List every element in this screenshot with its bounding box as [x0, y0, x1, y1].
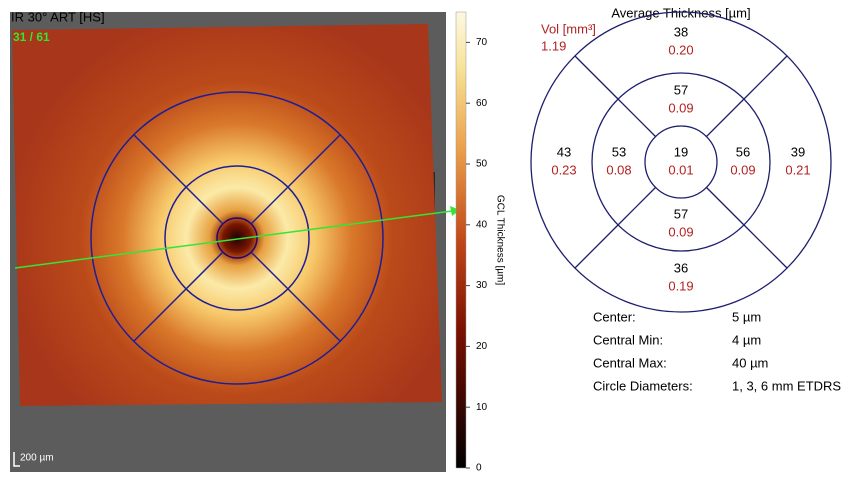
image-title: IR 30° ART [HS]: [11, 9, 105, 24]
sector-thickness: 43: [557, 144, 571, 159]
stat-value: 4 µm: [732, 332, 761, 347]
stat-value: 5 µm: [732, 309, 761, 324]
sector-thickness: 38: [674, 24, 688, 39]
sector-thickness: 56: [736, 144, 750, 159]
sector-thickness: 53: [612, 144, 626, 159]
stat-label: Central Min:: [593, 332, 663, 347]
volume-label: Vol [mm³]: [541, 21, 596, 36]
colorbar-tick-label: 30: [476, 280, 488, 291]
colorbar-tick-label: 70: [476, 37, 488, 48]
colorbar: [456, 12, 466, 468]
total-volume: 1.19: [541, 38, 566, 53]
colorbar-tick-label: 40: [476, 219, 488, 230]
stat-label: Circle Diameters:: [593, 378, 693, 393]
sector-volume: 0.09: [730, 162, 755, 177]
sector-volume: 0.09: [668, 100, 693, 115]
heatmap: [12, 24, 442, 406]
scale-bar-label: 200 µm: [20, 453, 54, 464]
sector-volume: 0.08: [606, 162, 631, 177]
colorbar-ticks: 0 10 20 30 40 50 60 70: [466, 37, 488, 473]
sector-thickness: 19: [674, 144, 688, 159]
colorbar-tick-label: 50: [476, 159, 488, 170]
stat-value: 40 µm: [732, 355, 768, 370]
statistics: Center: 5 µm Central Min: 4 µm Central Max: 4…: [593, 309, 841, 393]
sector-volume: 0.23: [551, 162, 576, 177]
colorbar-label: GCL Thickness [µm]: [494, 195, 505, 285]
stat-value: 1, 3, 6 mm ETDRS: [732, 378, 841, 393]
stat-label: Center:: [593, 309, 636, 324]
colorbar-tick-label: 10: [476, 402, 488, 413]
grid-title: Average Thickness [µm]: [611, 5, 750, 20]
sector-thickness: 57: [674, 82, 688, 97]
page: IR 30° ART [HS] 31 / 61 200 µm GCL Thick…: [0, 0, 868, 473]
stat-label: Central Max:: [593, 355, 667, 370]
sector-volume: 0.20: [668, 42, 693, 57]
sector-thickness: 57: [674, 206, 688, 221]
sector-thickness: 36: [674, 260, 688, 275]
frame-counter: 31 / 61: [13, 30, 50, 44]
sector-thickness: 39: [791, 144, 805, 159]
sector-volume: 0.09: [668, 224, 693, 239]
sector-volume: 0.19: [668, 278, 693, 293]
colorbar-tick-label: 0: [476, 463, 482, 473]
colorbar-tick-label: 60: [476, 98, 488, 109]
sector-volume: 0.21: [785, 162, 810, 177]
sector-volume: 0.01: [668, 162, 693, 177]
colorbar-tick-label: 20: [476, 341, 488, 352]
